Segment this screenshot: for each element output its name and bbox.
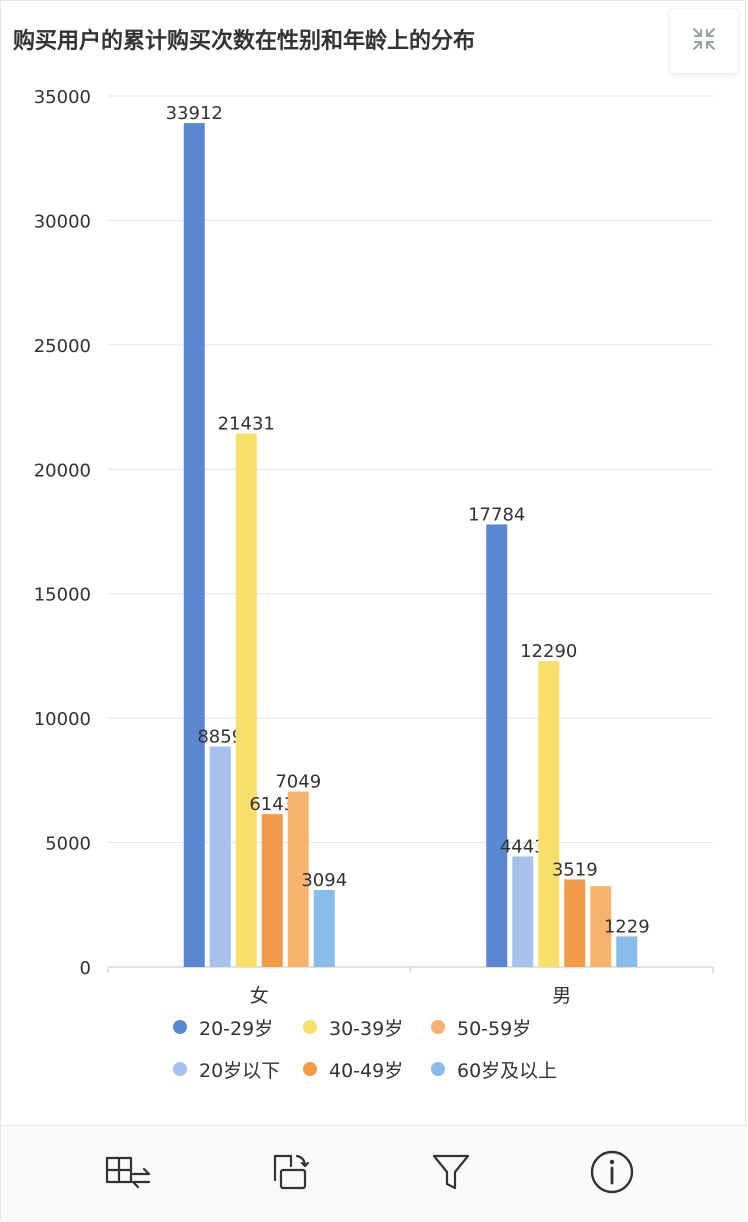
bottom-toolbar (1, 1125, 747, 1222)
data-label: 4443 (500, 836, 546, 857)
bar (538, 661, 560, 967)
legend-marker (303, 1020, 317, 1034)
bar-chart: 0 5000 10000 15000 20000 25000 30000 35000 女 男 339… (34, 87, 714, 1007)
data-label: 6143 (249, 794, 295, 815)
y-tick-label: 35000 (34, 87, 91, 108)
data-label: 21431 (218, 414, 275, 435)
legend-marker (173, 1062, 187, 1076)
x-tick-label: 女 (250, 985, 269, 1007)
data-label: 1229 (604, 916, 650, 937)
y-tick-label: 20000 (34, 460, 91, 481)
y-tick-label: 25000 (34, 336, 91, 357)
collapse-button[interactable] (670, 9, 738, 73)
bar (183, 123, 205, 967)
bar (235, 433, 257, 967)
legend-label: 20岁以下 (199, 1059, 281, 1082)
y-tick-label: 15000 (34, 585, 91, 606)
bar (261, 814, 283, 967)
y-tick-label: 5000 (45, 834, 91, 855)
rotate-screen-icon (267, 1150, 311, 1198)
bar (564, 879, 586, 967)
data-label: 3094 (301, 870, 347, 891)
filter-button[interactable] (425, 1148, 477, 1200)
chart-legend: 20-29岁 20岁以下 30-39岁 40-49岁 50-59岁 60岁及以上 (173, 1014, 593, 1094)
legend-marker (431, 1062, 445, 1076)
info-icon (589, 1149, 635, 1199)
y-tick-label: 30000 (34, 211, 91, 232)
y-tick-label: 0 (80, 958, 91, 979)
swap-table-button[interactable] (102, 1148, 154, 1200)
legend-label: 20-29岁 (199, 1017, 274, 1040)
bar (287, 791, 309, 967)
data-label: 3519 (552, 859, 598, 880)
data-label: 17784 (468, 504, 525, 525)
legend-item[interactable]: 60岁及以上 (431, 1056, 557, 1082)
rotate-screen-button[interactable] (263, 1148, 315, 1200)
legend-label: 40-49岁 (329, 1059, 404, 1082)
bar (313, 890, 335, 967)
legend-label: 30-39岁 (329, 1017, 404, 1040)
legend-marker (303, 1062, 317, 1076)
legend-item[interactable]: 50-59岁 (431, 1014, 531, 1040)
y-tick-label: 10000 (34, 709, 91, 730)
data-label: 7049 (275, 772, 321, 793)
legend-item[interactable]: 20岁以下 (173, 1056, 280, 1082)
legend-item[interactable]: 40-49岁 (303, 1056, 403, 1082)
x-tick-label: 男 (552, 985, 571, 1007)
legend-marker (431, 1020, 445, 1034)
chart-title: 购买用户的累计购买次数在性别和年龄上的分布 (13, 29, 476, 54)
legend-item[interactable]: 30-39岁 (303, 1014, 403, 1040)
swap-table-icon (103, 1152, 153, 1196)
legend-label: 50-59岁 (457, 1017, 532, 1040)
bar (616, 936, 638, 967)
data-label: 33912 (166, 103, 223, 124)
info-button[interactable] (586, 1148, 638, 1200)
legend-label: 60岁及以上 (457, 1059, 558, 1082)
bar (209, 746, 231, 967)
bar (590, 886, 612, 967)
filter-icon (429, 1150, 473, 1198)
legend-marker (173, 1020, 187, 1034)
legend-item[interactable]: 20-29岁 (173, 1014, 273, 1040)
bar (486, 524, 508, 967)
data-label: 8859 (197, 727, 243, 748)
bar (512, 856, 534, 967)
collapse-arrows-icon (690, 25, 718, 57)
data-label: 12290 (520, 641, 577, 662)
